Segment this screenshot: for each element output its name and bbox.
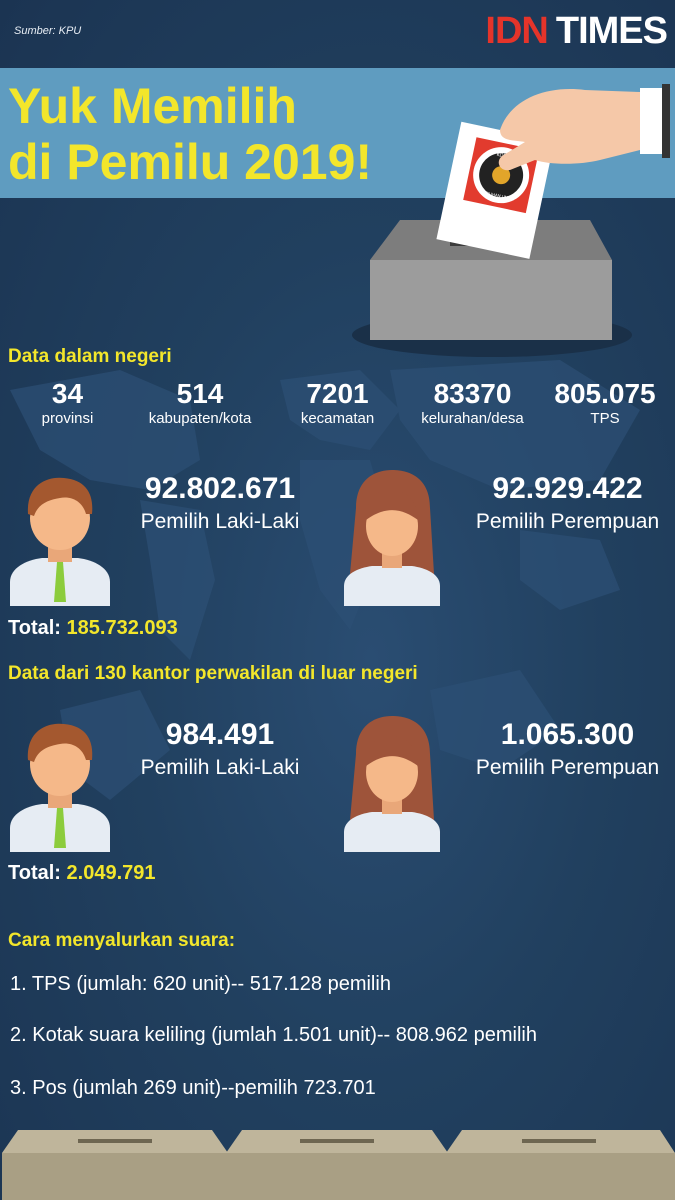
ballot-boxes-decoration [2, 1130, 675, 1200]
stat-value: 7201 [306, 378, 369, 409]
abroad-heading: Data dari 130 kantor perwakilan di luar … [8, 663, 418, 684]
idn-times-logo: IDN TIMES [485, 10, 668, 53]
stat-kelurahan: 83370 kelurahan/desa [405, 378, 540, 427]
method-item-kotak-keliling: 2. Kotak suara keliling (jumlah 1.501 un… [10, 1024, 537, 1046]
stat-label: kelurahan/desa [421, 410, 524, 427]
stat-tps: 805.075 TPS [540, 378, 670, 427]
male-avatar-icon [10, 477, 110, 606]
domestic-female-label: Pemilih Perempuan [475, 510, 660, 533]
title-line-2: di Pemilu 2019! [8, 134, 373, 190]
ballot-box-illustration: KOMISI PEMILIHAN UMUM [352, 84, 670, 357]
ballot-box-icon [446, 1130, 675, 1200]
logo-idn: IDN [485, 10, 548, 52]
total-value: 2.049.791 [66, 862, 156, 884]
abroad-male-label: Pemilih Laki-Laki [140, 756, 300, 779]
title-line-1: Yuk Memilih [8, 78, 297, 134]
logo-times: TIMES [555, 10, 668, 52]
abroad-female-value: 1.065.300 [500, 718, 635, 751]
domestic-total: Total: 185.732.093 [8, 617, 178, 640]
abroad-female-label: Pemilih Perempuan [475, 756, 660, 779]
method-item-tps: 1. TPS (jumlah: 620 unit)-- 517.128 pemi… [10, 973, 391, 995]
male-avatar-icon [10, 723, 110, 852]
female-avatar-icon [344, 716, 440, 852]
domestic-heading: Data dalam negeri [8, 346, 172, 367]
ballot-box-icon [2, 1130, 228, 1200]
stat-provinsi: 34 provinsi [5, 378, 130, 427]
domestic-stats: 34 provinsi 514 kabupaten/kota 7201 keca… [5, 378, 670, 438]
method-item-pos: 3. Pos (jumlah 269 unit)--pemilih 723.70… [10, 1077, 376, 1099]
stat-label: kabupaten/kota [148, 410, 252, 427]
total-label: Total: [8, 862, 61, 884]
stat-value: 805.075 [554, 378, 656, 409]
abroad-total: Total: 2.049.791 [8, 862, 156, 885]
hand-icon [498, 84, 670, 171]
female-avatar-icon [344, 470, 440, 606]
domestic-female-value: 92.929.422 [492, 472, 643, 505]
source-credit: Sumber: KPU [14, 25, 82, 37]
stat-label: provinsi [41, 410, 94, 427]
domestic-male-label: Pemilih Laki-Laki [140, 510, 300, 533]
ballot-box-icon [226, 1130, 448, 1200]
total-label: Total: [8, 617, 61, 639]
stat-label: TPS [590, 410, 620, 427]
stat-label: kecamatan [300, 410, 375, 427]
ballot-box-body [370, 260, 612, 340]
stat-value: 514 [176, 378, 224, 409]
stat-value: 83370 [433, 378, 512, 409]
stat-value: 34 [51, 378, 84, 409]
abroad-male-value: 984.491 [165, 718, 275, 751]
methods-heading: Cara menyalurkan suara: [8, 930, 236, 951]
stat-kecamatan: 7201 kecamatan [275, 378, 400, 427]
page-title: Yuk Memilih di Pemilu 2019! [8, 78, 372, 190]
domestic-male-value: 92.802.671 [144, 472, 296, 505]
stat-kabupaten: 514 kabupaten/kota [135, 378, 265, 427]
total-value: 185.732.093 [66, 617, 178, 639]
